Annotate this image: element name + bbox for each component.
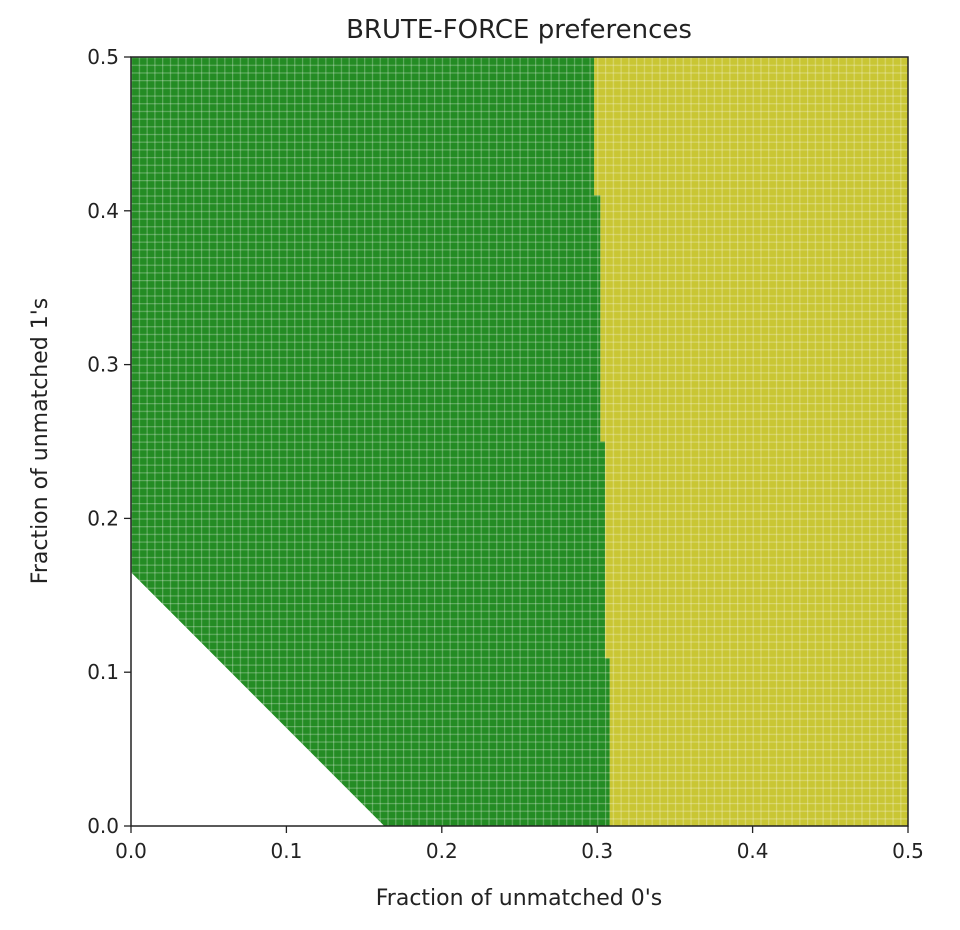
x-axis-label: Fraction of unmatched 0's — [376, 886, 662, 911]
y-axis: 0.0 0.1 0.2 0.3 0.4 0.5 — [87, 45, 131, 838]
y-axis-label: Fraction of unmatched 1's — [28, 298, 53, 584]
region-green — [131, 57, 610, 826]
y-tick-label: 0.3 — [87, 353, 119, 377]
region-yellow — [594, 57, 908, 826]
x-tick-label: 0.2 — [426, 839, 458, 863]
y-tick-label: 0.0 — [87, 814, 119, 838]
x-tick-label: 0.3 — [581, 839, 613, 863]
x-tick-label: 0.1 — [270, 839, 302, 863]
y-tick-label: 0.4 — [87, 199, 119, 223]
y-tick-label: 0.2 — [87, 506, 119, 530]
x-axis: 0.0 0.1 0.2 0.3 0.4 0.5 — [115, 826, 924, 863]
x-tick-label: 0.5 — [892, 839, 924, 863]
plot-frame — [130, 56, 909, 827]
chart-title: BRUTE-FORCE preferences — [346, 15, 692, 45]
y-tick-label: 0.1 — [87, 660, 119, 684]
plot-regions — [131, 57, 908, 826]
x-tick-label: 0.0 — [115, 839, 147, 863]
x-tick-label: 0.4 — [737, 839, 769, 863]
y-tick-label: 0.5 — [87, 45, 119, 69]
